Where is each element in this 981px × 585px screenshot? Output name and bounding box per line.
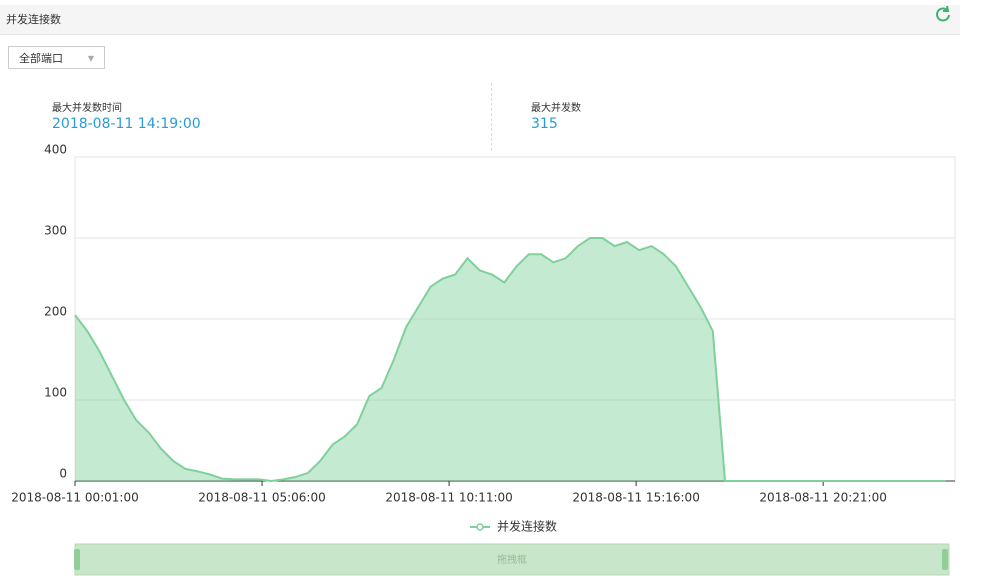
slider-handle[interactable] [74, 549, 80, 570]
dropdown-arrow: ▼ [87, 54, 94, 63]
slider-label: 拖拽框 [497, 553, 527, 566]
line [74, 237, 946, 483]
area [75, 238, 946, 481]
y-tick-label: 400 [44, 143, 67, 157]
panel-header: 并发连接数 [0, 5, 960, 35]
port-dropdown[interactable]: ▼ 全部端口 [8, 46, 105, 69]
y-tick-label: 100 [44, 386, 67, 400]
refresh-icon[interactable] [936, 5, 950, 22]
panel-title: 并发连接数 [6, 13, 61, 26]
stat-value: 2018-08-11 14:19:00 [52, 116, 201, 132]
legend-label: 并发连接数 [497, 519, 557, 534]
x-tick-label: 2018-08-11 00:01:00 [11, 491, 138, 505]
x-tick-label: 2018-08-11 20:21:00 [759, 491, 886, 505]
dropdown-value: 全部端口 [19, 52, 63, 65]
slider-handle[interactable] [942, 549, 948, 570]
y-tick-label: 200 [44, 305, 67, 319]
range-slider[interactable] [74, 543, 950, 576]
legend-marker [476, 523, 484, 531]
stat-label: 最大并发数时间 [52, 103, 122, 114]
x-tick-label: 2018-08-11 10:11:00 [385, 491, 512, 505]
x-tick-label: 2018-08-11 05:06:00 [198, 491, 325, 505]
y-tick-label: 0 [59, 467, 67, 481]
y-tick-label: 300 [44, 224, 67, 238]
stat-label: 最大并发数 [531, 103, 581, 114]
divider [491, 83, 492, 151]
x-tick-label: 2018-08-11 15:16:00 [572, 491, 699, 505]
stat-value: 315 [531, 116, 558, 132]
